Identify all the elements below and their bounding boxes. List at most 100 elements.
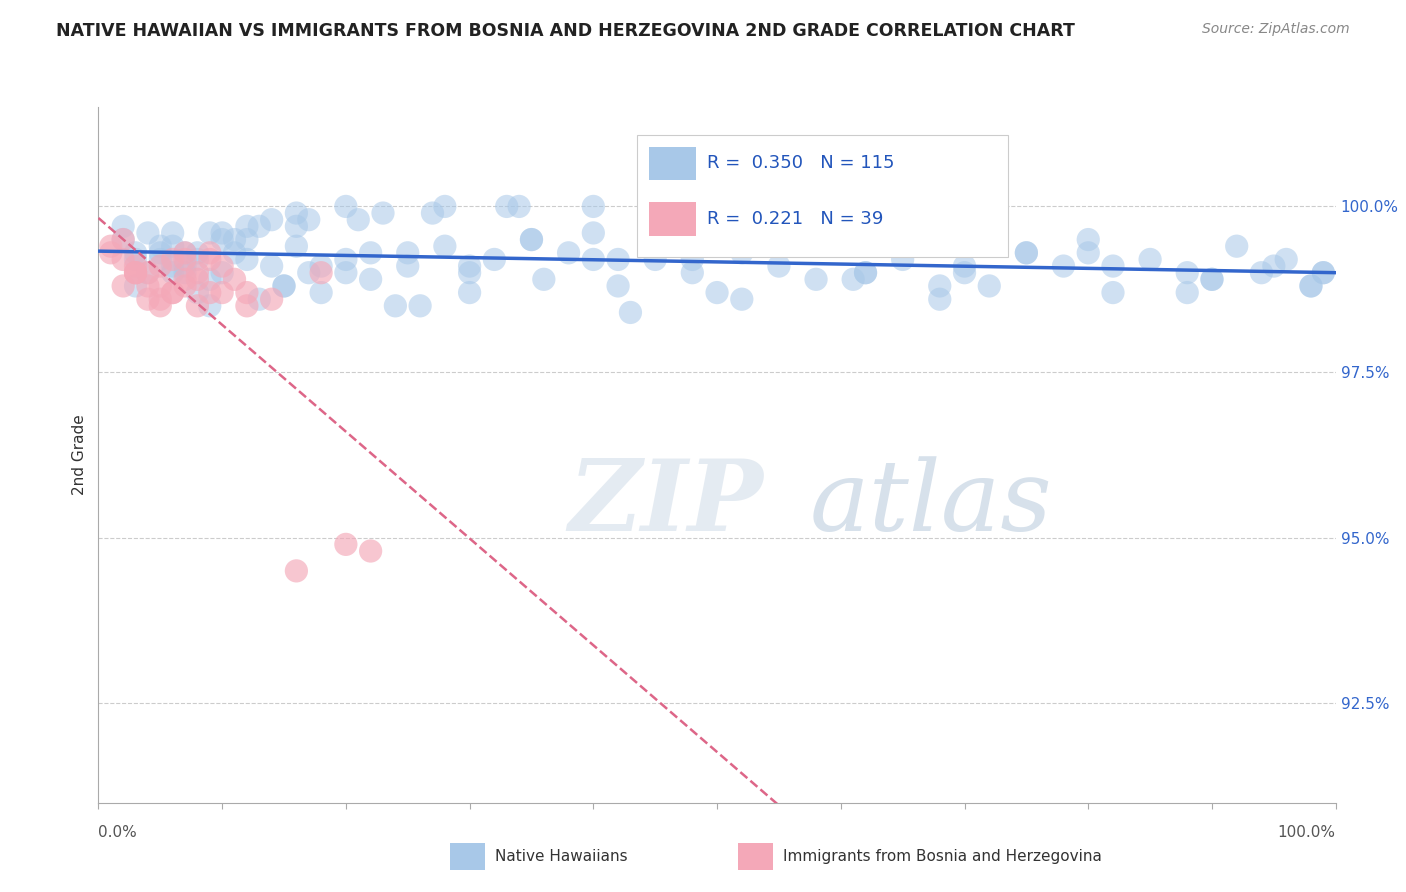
Point: [1299, 279, 1322, 293]
Point: [124, 266, 146, 280]
Point: [136, 266, 159, 280]
Point: [495, 199, 517, 213]
Text: Native Hawaiians: Native Hawaiians: [495, 849, 627, 863]
Point: [273, 279, 295, 293]
Point: [804, 272, 827, 286]
Point: [124, 259, 146, 273]
Point: [285, 219, 308, 234]
Point: [979, 279, 1001, 293]
Point: [953, 259, 976, 273]
Point: [953, 266, 976, 280]
Point: [309, 259, 332, 273]
Text: 0.0%: 0.0%: [98, 825, 138, 840]
Point: [582, 226, 605, 240]
Point: [1102, 285, 1125, 300]
Point: [681, 266, 703, 280]
Point: [1275, 252, 1298, 267]
Point: [224, 245, 246, 260]
Point: [136, 266, 159, 280]
Point: [1175, 266, 1198, 280]
Point: [211, 266, 233, 280]
Point: [1139, 252, 1161, 267]
Point: [433, 239, 456, 253]
Point: [186, 272, 208, 286]
Point: [174, 272, 197, 286]
Point: [186, 252, 208, 267]
Point: [149, 292, 172, 306]
Point: [458, 285, 481, 300]
Text: R =  0.221   N = 39: R = 0.221 N = 39: [707, 210, 883, 228]
Point: [211, 259, 233, 273]
Point: [371, 206, 394, 220]
Point: [830, 239, 852, 253]
Point: [174, 245, 197, 260]
Point: [162, 259, 184, 273]
Point: [124, 279, 146, 293]
Point: [186, 299, 208, 313]
Point: [1201, 272, 1223, 286]
Point: [335, 266, 357, 280]
Point: [100, 245, 122, 260]
Point: [186, 285, 208, 300]
Point: [273, 279, 295, 293]
Point: [1250, 266, 1272, 280]
Point: [112, 233, 135, 247]
Point: [298, 266, 321, 280]
Point: [112, 279, 135, 293]
Point: [112, 252, 135, 267]
Point: [186, 266, 208, 280]
Point: [149, 299, 172, 313]
Point: [681, 252, 703, 267]
Point: [198, 272, 221, 286]
Point: [236, 233, 259, 247]
Point: [644, 239, 666, 253]
Point: [508, 199, 530, 213]
Point: [384, 299, 406, 313]
Point: [162, 266, 184, 280]
Point: [644, 252, 666, 267]
Point: [174, 266, 197, 280]
Point: [149, 239, 172, 253]
Text: R =  0.350   N = 115: R = 0.350 N = 115: [707, 154, 894, 172]
Point: [458, 259, 481, 273]
Point: [124, 266, 146, 280]
Point: [433, 199, 456, 213]
Point: [112, 233, 135, 247]
Point: [582, 199, 605, 213]
Point: [162, 285, 184, 300]
Bar: [650, 146, 696, 180]
Point: [1102, 259, 1125, 273]
Point: [236, 252, 259, 267]
Point: [149, 252, 172, 267]
Text: atlas: atlas: [810, 456, 1053, 551]
Point: [285, 564, 308, 578]
Y-axis label: 2nd Grade: 2nd Grade: [72, 415, 87, 495]
Point: [260, 259, 283, 273]
Point: [149, 279, 172, 293]
Point: [224, 272, 246, 286]
Point: [298, 212, 321, 227]
Point: [309, 266, 332, 280]
Point: [360, 245, 382, 260]
Point: [396, 245, 419, 260]
Point: [360, 544, 382, 558]
Point: [731, 245, 754, 260]
Point: [198, 285, 221, 300]
Point: [928, 279, 950, 293]
Point: [1175, 285, 1198, 300]
Point: [1077, 245, 1099, 260]
Point: [124, 252, 146, 267]
Point: [842, 272, 865, 286]
Point: [236, 219, 259, 234]
Point: [396, 259, 419, 273]
Point: [582, 252, 605, 267]
Point: [1263, 259, 1285, 273]
Point: [484, 252, 506, 267]
Bar: [650, 202, 696, 235]
Point: [855, 266, 877, 280]
Point: [136, 279, 159, 293]
Text: 100.0%: 100.0%: [1278, 825, 1336, 840]
Point: [347, 212, 370, 227]
Point: [1226, 239, 1249, 253]
Point: [768, 259, 790, 273]
